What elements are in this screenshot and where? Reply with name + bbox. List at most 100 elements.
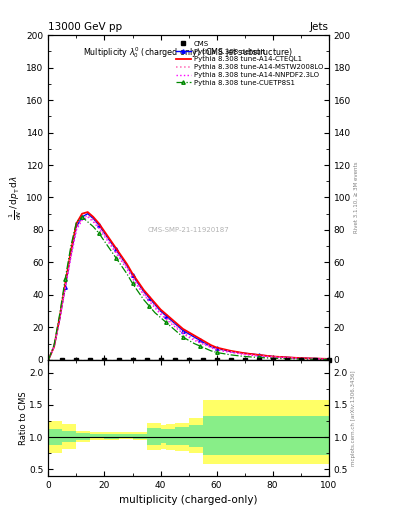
Pythia 8.308 tune-CUETP8S1	[242, 353, 247, 359]
Pythia 8.308 tune-A14-CTEQL1	[152, 300, 157, 306]
Pythia 8.308 default	[175, 323, 180, 329]
CMS	[130, 357, 135, 363]
Pythia 8.308 default	[203, 340, 208, 347]
CMS	[242, 357, 247, 363]
Pythia 8.308 tune-A14-NNPDF2.3LO	[186, 334, 191, 340]
Pythia 8.308 tune-A14-NNPDF2.3LO	[108, 242, 112, 248]
Pythia 8.308 tune-A14-CTEQL1	[228, 348, 233, 354]
Pythia 8.308 tune-CUETP8S1	[85, 219, 90, 225]
Pythia 8.308 tune-A14-NNPDF2.3LO	[256, 353, 261, 359]
Y-axis label: Ratio to CMS: Ratio to CMS	[19, 391, 28, 444]
Pythia 8.308 tune-CUETP8S1	[197, 343, 202, 349]
Pythia 8.308 tune-A14-CTEQL1	[74, 220, 79, 226]
CMS	[228, 357, 233, 363]
CMS	[270, 357, 275, 363]
Pythia 8.308 default	[209, 344, 213, 350]
Pythia 8.308 tune-A14-NNPDF2.3LO	[141, 292, 146, 298]
Pythia 8.308 default	[68, 251, 73, 258]
Pythia 8.308 tune-A14-NNPDF2.3LO	[74, 227, 79, 233]
Pythia 8.308 tune-A14-NNPDF2.3LO	[80, 217, 84, 223]
Pythia 8.308 tune-CUETP8S1	[136, 289, 140, 295]
Pythia 8.308 tune-CUETP8S1	[52, 342, 57, 348]
Pythia 8.308 tune-CUETP8S1	[192, 340, 196, 347]
Line: Pythia 8.308 tune-A14-CTEQL1: Pythia 8.308 tune-A14-CTEQL1	[48, 212, 329, 360]
Pythia 8.308 tune-A14-CTEQL1	[164, 311, 169, 317]
Pythia 8.308 tune-A14-MSTW2008LO	[197, 339, 202, 345]
CMS	[102, 357, 107, 363]
Pythia 8.308 tune-A14-CTEQL1	[298, 355, 303, 361]
Pythia 8.308 tune-A14-CTEQL1	[192, 332, 196, 338]
Pythia 8.308 tune-A14-CTEQL1	[68, 248, 73, 254]
Pythia 8.308 default	[108, 238, 112, 244]
Pythia 8.308 default	[141, 289, 146, 295]
Pythia 8.308 tune-A14-MSTW2008LO	[57, 316, 62, 322]
Pythia 8.308 default	[270, 353, 275, 359]
Pythia 8.308 default	[186, 331, 191, 337]
Pythia 8.308 tune-CUETP8S1	[169, 324, 174, 330]
Pythia 8.308 tune-CUETP8S1	[113, 254, 118, 261]
CMS	[60, 357, 65, 363]
CMS	[186, 357, 191, 363]
Pythia 8.308 tune-A14-CTEQL1	[46, 357, 51, 363]
Pythia 8.308 tune-A14-MSTW2008LO	[186, 332, 191, 338]
Pythia 8.308 tune-A14-CTEQL1	[57, 314, 62, 321]
Pythia 8.308 tune-A14-CTEQL1	[209, 342, 213, 348]
Pythia 8.308 tune-CUETP8S1	[164, 319, 169, 326]
Pythia 8.308 tune-CUETP8S1	[46, 357, 51, 363]
Pythia 8.308 tune-A14-NNPDF2.3LO	[85, 214, 90, 220]
Pythia 8.308 tune-A14-MSTW2008LO	[158, 310, 163, 316]
Pythia 8.308 tune-CUETP8S1	[97, 230, 101, 236]
Pythia 8.308 tune-A14-MSTW2008LO	[74, 225, 79, 231]
Pythia 8.308 default	[102, 230, 107, 236]
Pythia 8.308 tune-A14-NNPDF2.3LO	[242, 351, 247, 357]
CMS	[214, 357, 219, 363]
Pythia 8.308 tune-A14-NNPDF2.3LO	[113, 249, 118, 255]
Pythia 8.308 tune-CUETP8S1	[158, 314, 163, 321]
Pythia 8.308 tune-A14-NNPDF2.3LO	[102, 233, 107, 240]
Pythia 8.308 tune-A14-CTEQL1	[130, 271, 135, 277]
Pythia 8.308 tune-A14-NNPDF2.3LO	[63, 285, 68, 291]
Pythia 8.308 tune-A14-NNPDF2.3LO	[147, 298, 152, 305]
Pythia 8.308 tune-CUETP8S1	[175, 329, 180, 335]
Line: Pythia 8.308 default: Pythia 8.308 default	[47, 212, 331, 361]
Pythia 8.308 default	[125, 263, 129, 269]
Pythia 8.308 tune-CUETP8S1	[63, 275, 68, 282]
Pythia 8.308 tune-CUETP8S1	[141, 296, 146, 303]
Pythia 8.308 tune-CUETP8S1	[181, 334, 185, 340]
Pythia 8.308 tune-A14-MSTW2008LO	[298, 355, 303, 361]
Pythia 8.308 tune-A14-MSTW2008LO	[169, 319, 174, 326]
Text: Jets: Jets	[310, 22, 329, 32]
Pythia 8.308 tune-CUETP8S1	[119, 263, 124, 269]
Pythia 8.308 tune-A14-CTEQL1	[270, 353, 275, 359]
Pythia 8.308 tune-A14-NNPDF2.3LO	[270, 354, 275, 360]
Pythia 8.308 tune-A14-MSTW2008LO	[68, 253, 73, 259]
Pythia 8.308 tune-A14-MSTW2008LO	[152, 303, 157, 309]
Pythia 8.308 default	[214, 345, 219, 351]
Pythia 8.308 default	[91, 216, 95, 222]
Pythia 8.308 tune-A14-MSTW2008LO	[97, 224, 101, 230]
Pythia 8.308 default	[158, 308, 163, 314]
CMS	[88, 357, 93, 363]
Pythia 8.308 tune-A14-CTEQL1	[158, 306, 163, 312]
Pythia 8.308 tune-A14-NNPDF2.3LO	[164, 316, 169, 322]
Pythia 8.308 tune-CUETP8S1	[214, 349, 219, 355]
CMS	[172, 357, 177, 363]
Pythia 8.308 tune-A14-MSTW2008LO	[203, 342, 208, 348]
Pythia 8.308 default	[63, 284, 68, 290]
Pythia 8.308 tune-A14-CTEQL1	[63, 281, 68, 287]
Pythia 8.308 default	[192, 334, 196, 340]
Pythia 8.308 tune-A14-MSTW2008LO	[209, 344, 213, 350]
Pythia 8.308 tune-CUETP8S1	[102, 238, 107, 244]
Pythia 8.308 tune-A14-CTEQL1	[242, 350, 247, 356]
Pythia 8.308 tune-A14-NNPDF2.3LO	[181, 331, 185, 337]
Pythia 8.308 tune-A14-MSTW2008LO	[80, 216, 84, 222]
Pythia 8.308 tune-A14-CTEQL1	[214, 345, 219, 351]
Pythia 8.308 tune-A14-MSTW2008LO	[181, 329, 185, 335]
Pythia 8.308 default	[228, 349, 233, 355]
Pythia 8.308 default	[197, 337, 202, 344]
Legend: CMS, Pythia 8.308 default, Pythia 8.308 tune-A14-CTEQL1, Pythia 8.308 tune-A14-M: CMS, Pythia 8.308 default, Pythia 8.308 …	[174, 39, 325, 88]
Pythia 8.308 tune-A14-CTEQL1	[256, 352, 261, 358]
Pythia 8.308 default	[57, 316, 62, 322]
Y-axis label: mcplots.cern.ch [arXiv:1306.3436]: mcplots.cern.ch [arXiv:1306.3436]	[351, 370, 356, 465]
Pythia 8.308 tune-CUETP8S1	[125, 271, 129, 277]
